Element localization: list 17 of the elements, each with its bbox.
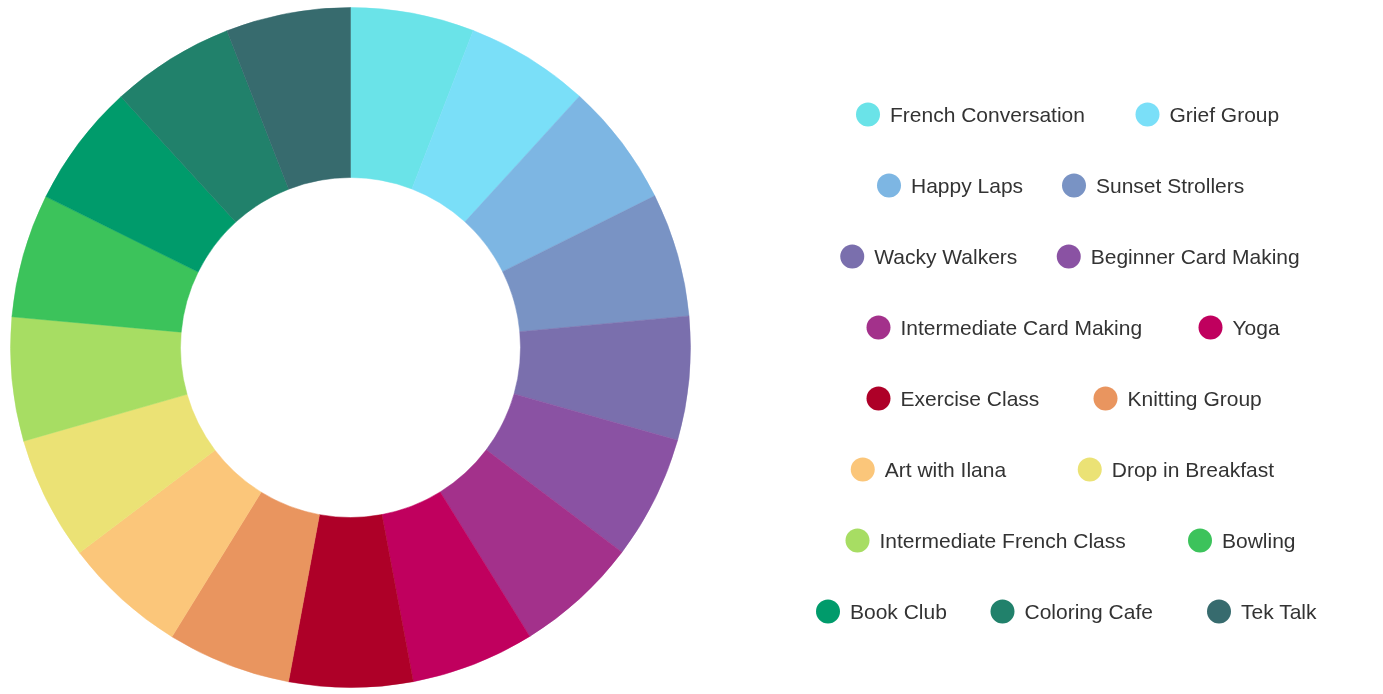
legend-label: French Conversation — [890, 103, 1085, 126]
legend-label: Sunset Strollers — [1096, 174, 1245, 197]
legend-label: Wacky Walkers — [874, 245, 1018, 268]
legend-label: Exercise Class — [900, 387, 1040, 410]
legend-label: Art with Ilana — [884, 458, 1007, 481]
legend-label: Book Club — [850, 600, 947, 623]
legend-label: Intermediate Card Making — [900, 316, 1143, 339]
legend-label: Yoga — [1232, 316, 1280, 339]
legend-label: Happy Laps — [911, 174, 1024, 197]
legend-label: Beginner Card Making — [1090, 245, 1300, 268]
legend-label: Bowling — [1222, 529, 1296, 552]
legend-label: Drop in Breakfast — [1111, 458, 1275, 481]
legend-label: Tek Talk — [1241, 600, 1317, 623]
legend-label: Knitting Group — [1127, 387, 1262, 410]
legend-label: Intermediate French Class — [879, 529, 1126, 552]
legend-label: Grief Group — [1169, 103, 1280, 126]
legend-label: Coloring Cafe — [1024, 600, 1153, 623]
